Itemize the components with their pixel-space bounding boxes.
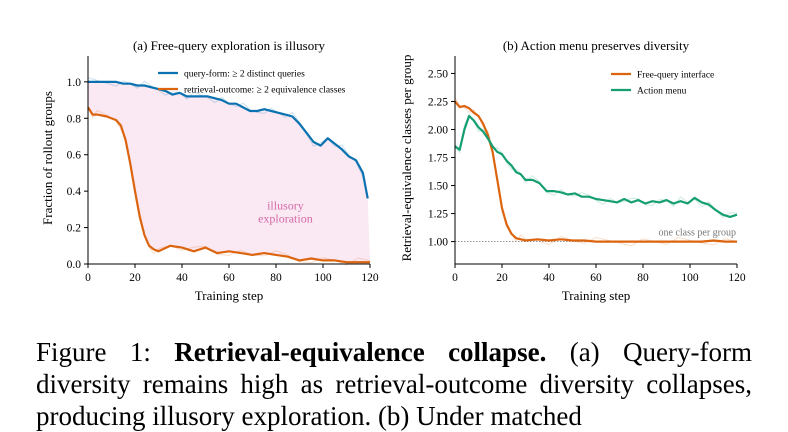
y-tick-label: 1.50: [428, 181, 448, 193]
x-tick-label: 60: [223, 272, 235, 284]
panel-a-chart: 0 20 40 60 80 100 120 0.0 0.2 0.4 0.6 0.8 1.0 (a) Fre…: [40, 38, 379, 303]
legend-label-0: query-form: ≥ 2 distinct queries: [184, 69, 305, 80]
series-line-1: [454, 114, 738, 218]
x-tick-label: 40: [543, 272, 555, 284]
series-raw-trace-0: [454, 97, 738, 247]
reference-line-label: one class per group: [659, 228, 736, 239]
y-axis-label: Fraction of rollout groups: [40, 91, 55, 225]
x-tick-label: 20: [496, 272, 508, 284]
caption-rest: (a) Query-form diversity remains high as…: [36, 337, 753, 431]
y-tick-label: 2.50: [428, 68, 448, 80]
x-tick-label: 60: [590, 272, 602, 284]
y-tick-label: 0.6: [67, 150, 82, 162]
series-line-0: [88, 80, 369, 199]
y-axis-label: Retrieval-equivalence classes per group: [399, 55, 414, 262]
y-tick-label: 0.4: [67, 186, 82, 198]
legend-label-1: retrieval-outcome: ≥ 2 equivalence class…: [184, 86, 346, 96]
annotation-line-1: illusory: [267, 198, 304, 212]
shaded-region: [88, 81, 370, 263]
x-tick-label: 100: [681, 272, 699, 284]
annotation-line-2: exploration: [258, 211, 313, 225]
y-tick-label: 0.2: [67, 223, 82, 235]
series-raw-trace-1: [454, 113, 738, 219]
chart-title: (a) Free-query exploration is illusory: [133, 38, 326, 53]
series-line-0: [454, 100, 737, 243]
figure-caption: Figure 1: Retrieval-equivalence collapse…: [36, 336, 752, 432]
y-tick-label: 1.25: [428, 209, 448, 221]
x-tick-label: 80: [270, 272, 282, 284]
x-tick-label: 0: [452, 272, 458, 284]
x-tick-label: 40: [176, 272, 188, 284]
y-tick-label: 1.0: [67, 77, 82, 89]
y-tick-label: 2.25: [428, 96, 448, 108]
legend-label-0: Free-query interface: [637, 70, 714, 81]
panel-b-chart: one class per group 0 20 40 60 80 100 120 1.00 1.…: [399, 38, 746, 303]
legend-label-1: Action menu: [637, 87, 687, 97]
figure: 0 20 40 60 80 100 120 0.0 0.2 0.4 0.6 0.8 1.0 (a) Fre…: [40, 38, 746, 303]
x-tick-label: 120: [728, 272, 746, 284]
y-tick-label: 1.75: [428, 153, 448, 165]
caption-bold: Retrieval-equivalence collapse.: [174, 337, 547, 367]
x-tick-label: 20: [129, 272, 141, 284]
x-tick-label: 100: [314, 272, 332, 284]
x-tick-label: 0: [85, 272, 91, 284]
y-tick-label: 0.8: [67, 113, 82, 125]
series-line-1: [87, 106, 370, 264]
x-tick-label: 120: [361, 272, 379, 284]
caption-prefix: Figure 1:: [36, 337, 175, 367]
x-axis-label: Training step: [195, 288, 264, 303]
y-tick-label: 1.00: [428, 237, 448, 249]
chart-title: (b) Action menu preserves diversity: [503, 38, 690, 53]
x-tick-label: 80: [637, 272, 649, 284]
x-axis-label: Training step: [562, 288, 631, 303]
y-tick-label: 2.00: [428, 124, 448, 136]
y-tick-label: 0.0: [67, 259, 82, 271]
